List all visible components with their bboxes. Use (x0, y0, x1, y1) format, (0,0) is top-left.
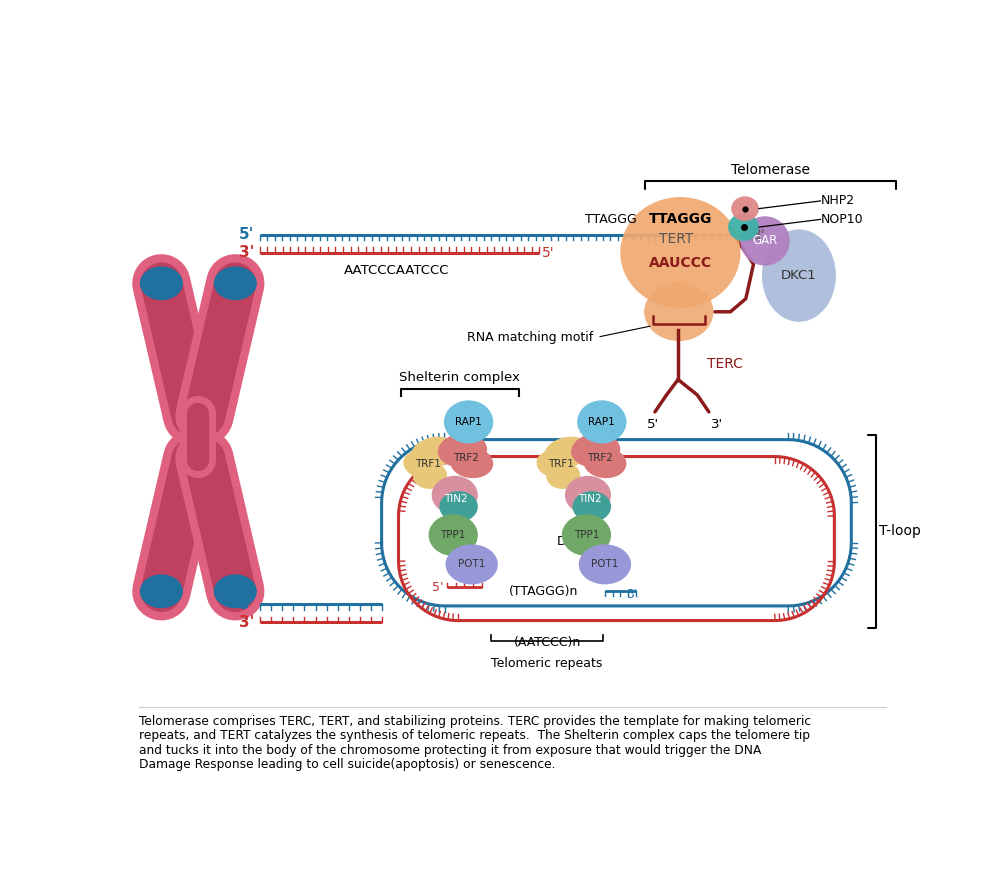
Text: TPP1: TPP1 (574, 530, 599, 540)
Ellipse shape (413, 463, 447, 489)
Text: (AATCCC)n: (AATCCC)n (514, 636, 581, 649)
Ellipse shape (438, 434, 487, 467)
Text: Telomerase: Telomerase (731, 163, 810, 177)
Text: 5': 5' (647, 418, 659, 431)
Ellipse shape (565, 476, 611, 514)
Ellipse shape (429, 514, 478, 556)
Text: TERT: TERT (659, 233, 694, 246)
Text: TIN2: TIN2 (578, 494, 601, 504)
Ellipse shape (571, 434, 620, 467)
Text: TRF1: TRF1 (415, 459, 441, 469)
Ellipse shape (444, 400, 493, 443)
Text: Shelterin complex: Shelterin complex (399, 371, 520, 384)
Text: 5': 5' (239, 596, 255, 612)
Text: D-loop: D-loop (556, 535, 600, 548)
Text: RNA matching motif: RNA matching motif (467, 331, 593, 343)
Text: TTAGGG: TTAGGG (649, 212, 712, 226)
Text: TTAGGG: TTAGGG (585, 212, 637, 226)
Text: 3': 3' (711, 418, 723, 431)
Text: POT1: POT1 (591, 559, 619, 569)
Text: Damage Response leading to cell suicide(apoptosis) or senescence.: Damage Response leading to cell suicide(… (139, 758, 556, 772)
Text: TIN2: TIN2 (444, 494, 468, 504)
Ellipse shape (620, 197, 740, 308)
Text: T-loop: T-loop (879, 524, 921, 538)
Ellipse shape (577, 400, 626, 443)
Text: GAR: GAR (752, 235, 778, 248)
Ellipse shape (214, 266, 257, 300)
Text: 3': 3' (753, 227, 765, 242)
Ellipse shape (140, 266, 183, 300)
Text: and tucks it into the body of the chromosome protecting it from exposure that wo: and tucks it into the body of the chromo… (139, 743, 761, 757)
Text: TERC: TERC (707, 358, 742, 371)
Ellipse shape (439, 491, 478, 522)
Text: TRF1: TRF1 (548, 459, 574, 469)
Text: NHP2: NHP2 (820, 195, 855, 207)
Text: TPP1: TPP1 (441, 530, 466, 540)
Text: 3': 3' (626, 588, 638, 601)
Text: POT1: POT1 (458, 559, 485, 569)
Text: AATCCCAATCCC: AATCCCAATCCC (344, 264, 450, 277)
Ellipse shape (537, 450, 575, 478)
Ellipse shape (731, 196, 759, 221)
Text: TRF2: TRF2 (453, 453, 479, 463)
Ellipse shape (579, 544, 631, 584)
Ellipse shape (740, 216, 790, 266)
Text: Telomerase comprises TERC, TERT, and stabilizing proteins. TERC provides the tem: Telomerase comprises TERC, TERT, and sta… (139, 714, 811, 727)
Ellipse shape (140, 574, 183, 608)
Polygon shape (399, 457, 834, 620)
Text: RAP1: RAP1 (588, 417, 615, 427)
Ellipse shape (411, 436, 456, 469)
Ellipse shape (762, 229, 836, 322)
Ellipse shape (583, 447, 626, 478)
Ellipse shape (562, 514, 611, 556)
Ellipse shape (403, 450, 442, 478)
Text: TRF2: TRF2 (587, 453, 612, 463)
Text: 3': 3' (239, 614, 255, 629)
Text: NOP10: NOP10 (820, 213, 863, 226)
Text: repeats, and TERT catalyzes the synthesis of telomeric repeats.  The Shelterin c: repeats, and TERT catalyzes the synthesi… (139, 729, 810, 743)
Text: AAUCCC: AAUCCC (649, 257, 712, 270)
Ellipse shape (728, 213, 759, 241)
Text: (TTAGGG)n: (TTAGGG)n (509, 585, 578, 598)
Text: 5': 5' (542, 245, 554, 259)
Ellipse shape (214, 574, 257, 608)
Ellipse shape (644, 282, 713, 341)
Ellipse shape (546, 463, 580, 489)
Ellipse shape (446, 544, 498, 584)
Ellipse shape (573, 491, 611, 522)
Ellipse shape (544, 436, 589, 469)
Text: RAP1: RAP1 (455, 417, 482, 427)
Text: 5': 5' (239, 227, 255, 242)
Text: Telomeric repeats: Telomeric repeats (491, 657, 603, 670)
Text: 5': 5' (432, 581, 443, 594)
Text: 3': 3' (239, 245, 255, 260)
Text: DKC1: DKC1 (781, 269, 817, 282)
Ellipse shape (432, 476, 478, 514)
Ellipse shape (450, 447, 493, 478)
